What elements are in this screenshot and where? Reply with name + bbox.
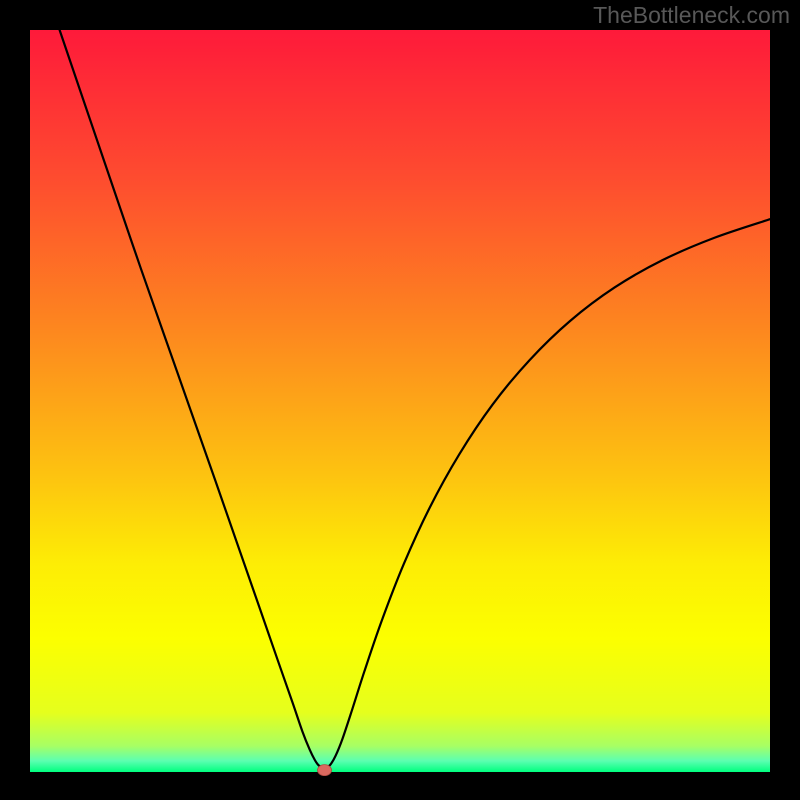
curve-overlay	[0, 0, 800, 800]
bottleneck-curve	[60, 30, 323, 768]
optimum-marker	[318, 765, 332, 776]
bottleneck-curve	[327, 219, 770, 767]
chart-container: TheBottleneck.com	[0, 0, 800, 800]
watermark-text: TheBottleneck.com	[593, 2, 790, 29]
